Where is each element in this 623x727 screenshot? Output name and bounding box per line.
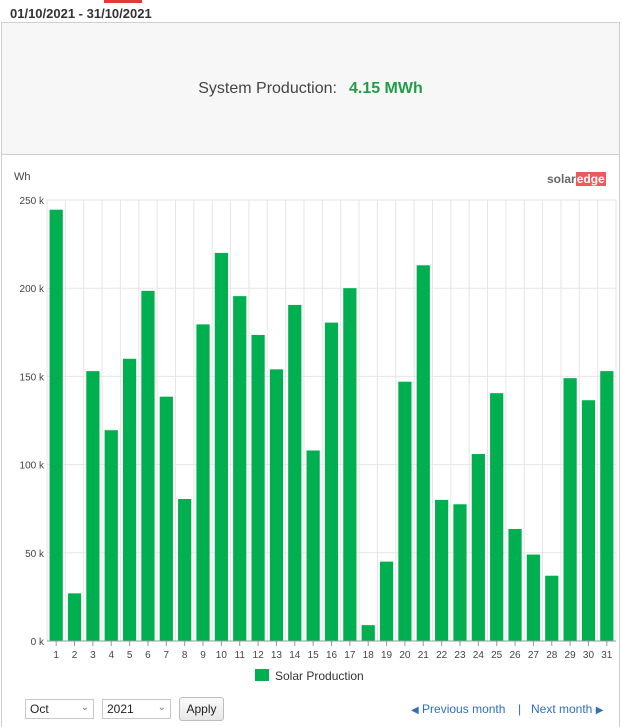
bar-day-31: [600, 371, 614, 641]
bar-day-9: [196, 324, 210, 641]
nav-separator: |: [518, 702, 522, 716]
x-tick-label: 13: [271, 650, 283, 661]
bar-day-29: [563, 378, 577, 641]
x-tick-label: 6: [145, 650, 151, 661]
y-tick-label: 150 k: [20, 372, 45, 383]
summary-label: System Production:: [198, 79, 337, 97]
bar-day-30: [581, 400, 596, 641]
x-tick-label: 18: [363, 650, 375, 661]
bar-day-16: [324, 322, 339, 641]
bar-day-7: [159, 396, 173, 641]
x-tick-label: 27: [528, 650, 540, 661]
bar-day-21: [416, 265, 430, 641]
bar-day-20: [398, 381, 412, 641]
bar-day-5: [122, 358, 137, 641]
x-tick-label: 4: [108, 650, 114, 661]
next-month-link[interactable]: Next month ▶: [531, 702, 603, 716]
month-select-value: Oct: [30, 702, 49, 716]
bar-day-15: [306, 450, 320, 641]
bar-day-17: [343, 288, 357, 641]
legend-swatch: [255, 669, 269, 681]
legend-label: Solar Production: [275, 669, 364, 683]
bar-day-10: [214, 252, 228, 642]
x-tick-label: 2: [72, 650, 78, 661]
chevron-down-icon: ⌄: [80, 702, 89, 713]
x-tick-label: 21: [418, 650, 430, 661]
x-tick-label: 5: [127, 650, 133, 661]
x-tick-label: 28: [546, 650, 558, 661]
bar-day-22: [435, 499, 449, 641]
bar-day-2: [67, 593, 82, 641]
x-tick-label: 11: [235, 650, 246, 661]
solaredge-logo: solaredge: [547, 172, 606, 186]
summary-value: 4.15 MWh: [348, 79, 423, 97]
x-tick-label: 16: [326, 650, 338, 661]
triangle-left-icon: ◀: [411, 705, 419, 716]
previous-month-label: Previous month: [422, 702, 506, 716]
x-tick-label: 7: [164, 650, 170, 661]
x-tick-label: 20: [399, 650, 411, 661]
next-month-label: Next month: [531, 702, 593, 716]
logo-solar: solar: [547, 172, 576, 186]
y-tick-label: 0 k: [31, 637, 45, 648]
y-tick-label: 250 k: [20, 196, 45, 207]
x-tick-label: 15: [308, 650, 320, 661]
logo-edge: edge: [575, 172, 606, 186]
x-tick-label: 19: [381, 650, 393, 661]
summary-panel: System Production: 4.15 MWh: [1, 22, 620, 155]
bar-day-18: [361, 625, 375, 641]
x-tick-label: 22: [436, 650, 448, 661]
y-tick-label: 50 k: [25, 549, 45, 560]
x-tick-label: 9: [200, 650, 206, 661]
bar-day-6: [141, 290, 155, 641]
bar-day-27: [526, 554, 541, 641]
x-tick-label: 30: [583, 650, 595, 661]
x-tick-label: 8: [182, 650, 188, 661]
x-tick-label: 25: [491, 650, 503, 661]
bar-day-19: [379, 561, 394, 641]
triangle-right-icon: ▶: [595, 705, 604, 716]
x-tick-label: 1: [53, 650, 59, 661]
bar-day-12: [251, 334, 265, 641]
bar-day-14: [288, 304, 302, 641]
bar-day-24: [471, 454, 485, 641]
chart-panel: Wh 0 k 50 k 100 k 150 k 200 k 250 k 1 2 3 4 5 6 7 8 9 10…: [1, 155, 620, 727]
x-tick-label: 29: [565, 650, 577, 661]
x-tick-label: 31: [601, 650, 613, 661]
y-axis-label: Wh: [14, 171, 31, 183]
bar-day-23: [453, 504, 467, 641]
y-tick-label: 200 k: [20, 284, 45, 295]
x-tick-label: 10: [216, 650, 228, 661]
active-tab-indicator: [104, 0, 142, 3]
previous-month-link[interactable]: ◀ Previous month: [411, 702, 505, 716]
x-tick-label: 24: [473, 650, 485, 661]
x-tick-label: 12: [253, 650, 265, 661]
apply-button[interactable]: Apply: [179, 697, 224, 721]
period-controls: Oct ⌄ 2021 ⌄ Apply ◀ Previous month | Ne…: [0, 697, 623, 723]
month-select[interactable]: Oct ⌄: [25, 699, 94, 719]
x-tick-label: 3: [90, 650, 96, 661]
bar-day-26: [508, 528, 522, 641]
bar-day-28: [545, 575, 559, 641]
bar-day-13: [269, 369, 284, 641]
chevron-down-icon: ⌄: [157, 702, 166, 713]
bar-day-11: [233, 296, 247, 641]
bar-day-4: [104, 430, 118, 641]
bar-day-25: [490, 393, 504, 641]
x-tick-label: 23: [454, 650, 466, 661]
bar-day-1: [49, 209, 63, 641]
x-tick-label: 26: [509, 650, 521, 661]
x-tick-label: 14: [289, 650, 301, 661]
date-range: 01/10/2021 - 31/10/2021: [10, 6, 152, 21]
year-select-value: 2021: [107, 702, 134, 716]
x-tick-label: 17: [344, 650, 356, 661]
y-tick-label: 100 k: [20, 461, 45, 472]
bar-day-3: [86, 371, 100, 641]
bar-day-8: [178, 498, 192, 641]
year-select[interactable]: 2021 ⌄: [102, 699, 171, 719]
